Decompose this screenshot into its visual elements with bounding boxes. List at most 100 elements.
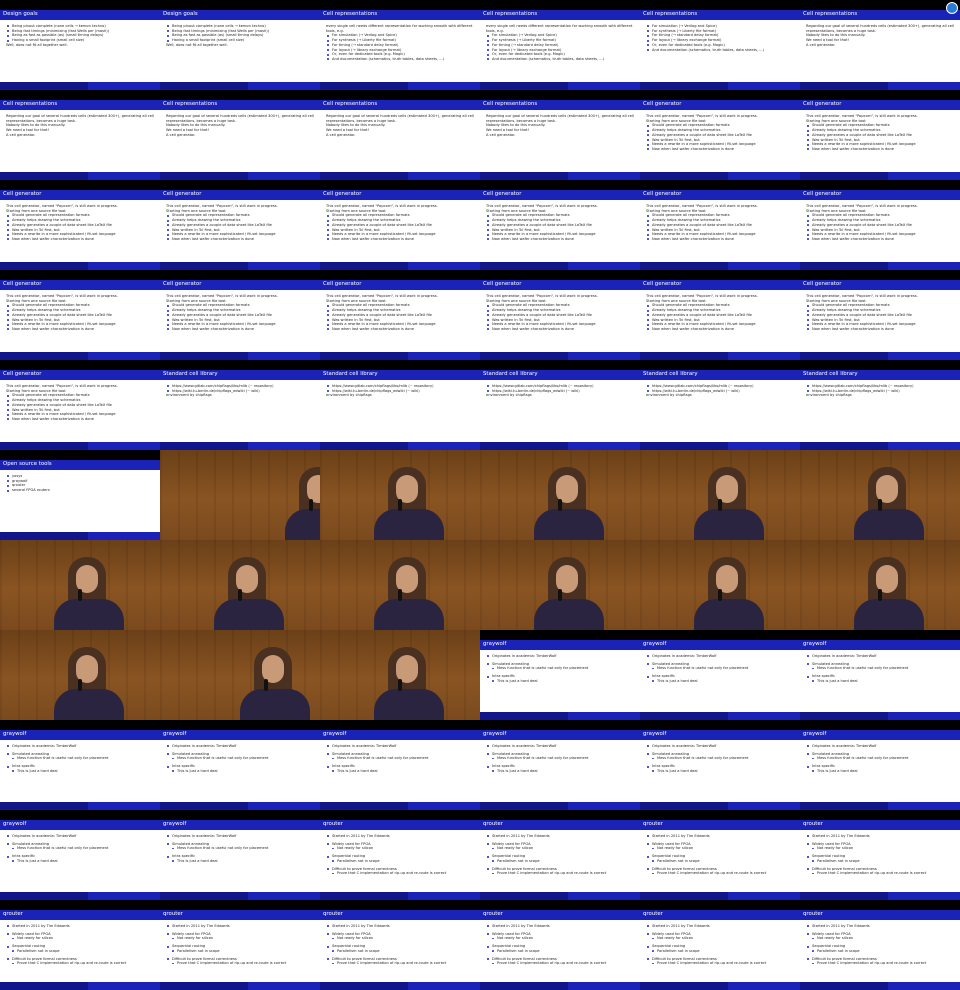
slide-thumbnail[interactable]: Cell generator This cell generator, named… bbox=[800, 90, 960, 180]
slide-thumbnail[interactable]: qrouter Started in 2011 by Tim Edwards Wid… bbox=[320, 900, 480, 990]
slide-thumbnail[interactable]: graywolf Originates in academia: TimberWo… bbox=[0, 720, 160, 810]
slide-thumbnail[interactable]: qrouter Started in 2011 by Tim Edwards Wid… bbox=[480, 810, 640, 900]
slide-thumbnail[interactable]: Standard cell library https://www.gitlab.… bbox=[640, 360, 800, 450]
slide-thumbnail[interactable]: Standard cell library https://www.gitlab.… bbox=[320, 360, 480, 450]
video-frame-thumbnail[interactable] bbox=[160, 450, 320, 540]
video-frame-thumbnail[interactable] bbox=[320, 450, 480, 540]
slide-body: Originates in academia: TimberWolf Simula… bbox=[646, 654, 796, 706]
slide-title: Cell generator bbox=[3, 191, 42, 197]
slide-thumbnail[interactable]: qrouter Started in 2011 by Tim Edwards Wid… bbox=[640, 900, 800, 990]
bullet-item: Originates in academia: TimberWolf bbox=[326, 744, 476, 749]
video-frame-thumbnail[interactable] bbox=[480, 450, 640, 540]
bullet-item: Widely used for FPGA bbox=[646, 932, 796, 937]
slide-thumbnail[interactable]: graywolf Originates in academia: TimberWo… bbox=[0, 810, 160, 900]
slide-thumbnail[interactable]: Cell generator This cell generator, named… bbox=[640, 90, 800, 180]
slide-thumbnail[interactable]: qrouter Started in 2011 by Tim Edwards Wid… bbox=[480, 900, 640, 990]
slide-thumbnail[interactable]: Cell generator This cell generator, named… bbox=[320, 270, 480, 360]
slide-thumbnail[interactable]: Cell generator This cell generator, named… bbox=[320, 180, 480, 270]
video-frame-thumbnail[interactable] bbox=[0, 540, 160, 630]
slide-thumbnail[interactable]: graywolf Originates in academia: TimberWo… bbox=[320, 720, 480, 810]
slide-thumbnail[interactable]: qrouter Started in 2011 by Tim Edwards Wid… bbox=[800, 810, 960, 900]
slide-thumbnail[interactable]: Standard cell library https://www.gitlab.… bbox=[160, 360, 320, 450]
slide-thumbnail[interactable]: Cell generator This cell generator, named… bbox=[160, 270, 320, 360]
slide-thumbnail[interactable]: graywolf Originates in academia: TimberWo… bbox=[480, 720, 640, 810]
slide-thumbnail[interactable]: Design goals Being pinout complete (none … bbox=[0, 0, 160, 90]
slide-thumbnail[interactable]: graywolf Originates in academia: TimberWo… bbox=[800, 630, 960, 720]
slide-thumbnail[interactable]: graywolf Originates in academia: TimberWo… bbox=[640, 630, 800, 720]
sub-bullet-item: Parallelism not in scope bbox=[6, 949, 156, 954]
slide-thumbnail[interactable]: Cell generator This cell generator, named… bbox=[0, 360, 160, 450]
slide-thumbnail[interactable]: Cell generator This cell generator, named… bbox=[0, 270, 160, 360]
slide-thumbnail[interactable]: qrouter Started in 2011 by Tim Edwards Wid… bbox=[160, 900, 320, 990]
slide-footer bbox=[480, 982, 640, 990]
slide-thumbnail[interactable]: graywolf Originates in academia: TimberWo… bbox=[160, 720, 320, 810]
slide-thumbnail[interactable]: Cell representations every single cell ne… bbox=[320, 0, 480, 90]
slide-thumbnail[interactable]: qrouter Started in 2011 by Tim Edwards Wid… bbox=[320, 810, 480, 900]
slide-title: Cell representations bbox=[803, 11, 858, 17]
video-frame-thumbnail[interactable] bbox=[160, 540, 320, 630]
slide-title-bar: Standard cell library bbox=[160, 370, 320, 380]
slide-thumbnail[interactable]: Cell generator This cell generator, named… bbox=[800, 180, 960, 270]
slide-thumbnail[interactable]: Cell generator This cell generator, named… bbox=[800, 270, 960, 360]
slide-thumbnail[interactable]: graywolf Originates in academia: TimberWo… bbox=[640, 720, 800, 810]
slide-thumbnail[interactable]: Cell generator This cell generator, named… bbox=[0, 180, 160, 270]
bullet-item: Being pinout complete (none cells → kemo… bbox=[166, 24, 316, 29]
slide-title-bar: qrouter bbox=[800, 910, 960, 920]
slide-footer bbox=[320, 442, 480, 450]
slide-thumbnail[interactable]: graywolf Originates in academia: TimberWo… bbox=[160, 810, 320, 900]
bullet-list: Should generate all representation forma… bbox=[806, 123, 956, 151]
slide-thumbnail[interactable]: Cell representations Regarding our goal o… bbox=[0, 90, 160, 180]
slide-footer bbox=[800, 892, 960, 900]
slide-thumbnail[interactable]: Cell generator This cell generator, named… bbox=[480, 180, 640, 270]
slide-thumbnail[interactable]: graywolf Originates in academia: TimberWo… bbox=[480, 630, 640, 720]
slide-text: A cell generator. bbox=[486, 132, 516, 137]
bullet-item: Originates in academia: TimberWolf bbox=[166, 834, 316, 839]
sub-bullet-item: Prove that C implementation of rip-up an… bbox=[6, 961, 156, 966]
video-frame-thumbnail[interactable] bbox=[640, 540, 800, 630]
sub-bullet-item: This is just a hard deal bbox=[6, 769, 156, 774]
video-frame-thumbnail[interactable] bbox=[320, 540, 480, 630]
slide-thumbnail[interactable]: graywolf Originates in academia: TimberWo… bbox=[800, 720, 960, 810]
bullet-item: Already helps drawing the schematics bbox=[646, 128, 796, 133]
slide-thumbnail[interactable]: Cell representations Regarding our goal o… bbox=[480, 90, 640, 180]
bullet-item: Intra specific bbox=[326, 764, 476, 769]
slide-thumbnail[interactable]: Cell representations Regarding our goal o… bbox=[160, 90, 320, 180]
bullet-item: Already helps drawing the schematics bbox=[646, 308, 796, 313]
video-frame-thumbnail[interactable] bbox=[160, 630, 320, 720]
status-indicator-icon[interactable] bbox=[946, 2, 958, 14]
video-frame-thumbnail[interactable] bbox=[800, 540, 960, 630]
bullet-item: For timing (→ standard delay format) bbox=[646, 33, 796, 38]
slide-thumbnail[interactable]: Standard cell library https://www.gitlab.… bbox=[800, 360, 960, 450]
slide-text: Nobody likes to do this manually. bbox=[6, 123, 66, 128]
slide-thumbnail[interactable]: qrouter Started in 2011 by Tim Edwards Wid… bbox=[640, 810, 800, 900]
slide-thumbnail[interactable]: Cell generator This cell generator, named… bbox=[640, 180, 800, 270]
slide-thumbnail[interactable]: Cell representations Regarding our goal o… bbox=[800, 0, 960, 90]
slide-thumbnail[interactable]: Design goals Being pinout complete (none … bbox=[160, 0, 320, 90]
video-frame-thumbnail[interactable] bbox=[480, 540, 640, 630]
slide-title: Cell generator bbox=[483, 281, 522, 287]
slide-thumbnail[interactable]: Standard cell library https://www.gitlab.… bbox=[480, 360, 640, 450]
video-frame-thumbnail[interactable] bbox=[320, 630, 480, 720]
slide-thumbnail[interactable]: qrouter Started in 2011 by Tim Edwards Wid… bbox=[0, 900, 160, 990]
video-frame-thumbnail[interactable] bbox=[800, 450, 960, 540]
bullet-item: Started in 2011 by Tim Edwards bbox=[166, 924, 316, 929]
slide-thumbnail[interactable]: qrouter Started in 2011 by Tim Edwards Wid… bbox=[800, 900, 960, 990]
video-frame-thumbnail[interactable] bbox=[0, 630, 160, 720]
slide-thumbnail[interactable]: Open source tools yosys graywolf qrouter sev… bbox=[0, 450, 160, 540]
bullet-list: Should generate all representation forma… bbox=[646, 213, 796, 241]
slide-thumbnail[interactable]: Cell representations For simulation (→ Ve… bbox=[640, 0, 800, 90]
speaker-figure bbox=[54, 637, 125, 720]
slide-thumbnail[interactable]: Cell generator This cell generator, named… bbox=[160, 180, 320, 270]
slide-thumbnail[interactable]: Cell representations Regarding our goal o… bbox=[320, 90, 480, 180]
sub-bullet-item: Parallelism not in scope bbox=[486, 859, 636, 864]
slide-header-nav bbox=[480, 270, 640, 280]
speaker-face bbox=[876, 565, 899, 594]
slide-thumbnail[interactable]: Cell representations every single cell ne… bbox=[480, 0, 640, 90]
slide-body: This cell generator, named "Popcorn", is… bbox=[646, 114, 796, 166]
video-frame-thumbnail[interactable] bbox=[640, 450, 800, 540]
bullet-item: Simulated annealing bbox=[646, 662, 796, 667]
slide-thumbnail[interactable]: Cell generator This cell generator, named… bbox=[480, 270, 640, 360]
bullet-item: Intra specific bbox=[806, 764, 956, 769]
slide-thumbnail[interactable]: Cell generator This cell generator, named… bbox=[640, 270, 800, 360]
slide-title-bar: Cell generator bbox=[800, 190, 960, 200]
